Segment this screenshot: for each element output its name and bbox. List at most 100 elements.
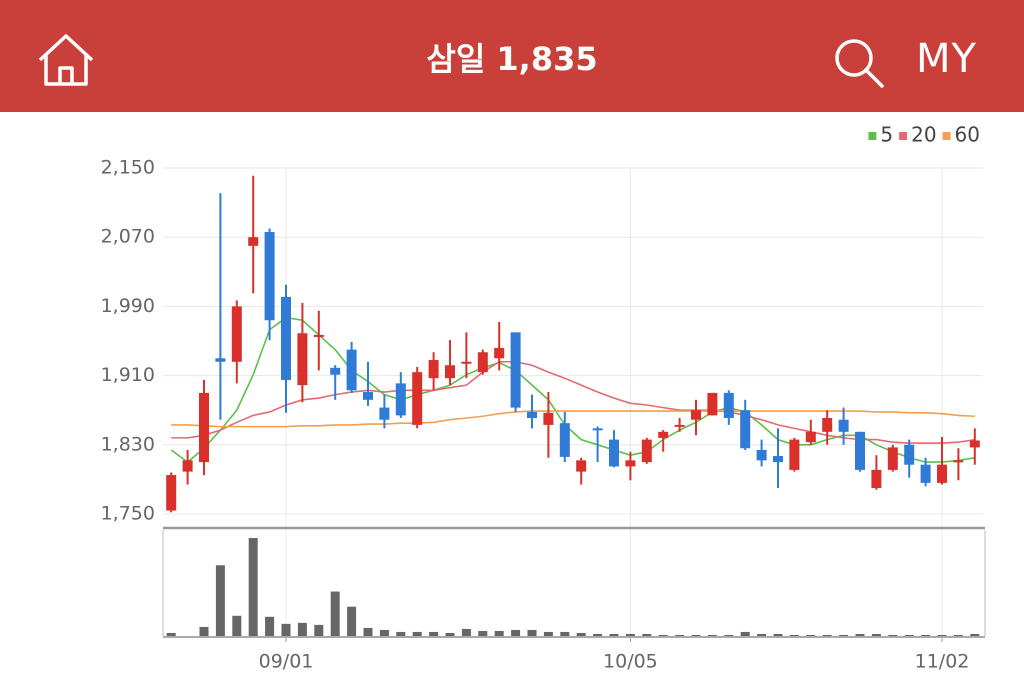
candle-body (920, 464, 931, 483)
candle-body (887, 447, 898, 470)
candle-body (494, 347, 505, 359)
volume-bar (330, 591, 340, 636)
candle-body (379, 407, 390, 420)
candle-body (248, 237, 259, 246)
candle-body (297, 333, 308, 386)
candle-body (691, 410, 701, 420)
candle-body (477, 352, 488, 373)
candle-body (773, 456, 783, 463)
volume-bar (970, 633, 980, 636)
chart: 1,750 1,830 1,910 1,990 2,070 2,150 09/01 10/05… (101, 123, 986, 673)
volume-bar (855, 633, 865, 636)
candle-body (264, 232, 275, 321)
candle-body (609, 439, 619, 467)
moving-average-line (170, 316, 975, 464)
volume-bar (232, 615, 242, 636)
volume-bar (527, 629, 537, 636)
volume-bar (658, 634, 668, 636)
legend-swatch (868, 132, 877, 140)
volume-bar (822, 634, 832, 636)
x-tick-label: 11/02 (915, 651, 970, 673)
volume-bar (248, 538, 258, 636)
volume-bar (215, 565, 225, 636)
candle-body (461, 361, 472, 364)
volume-bar (937, 634, 947, 636)
header-bar: 삼일 1,835 MY (0, 0, 1024, 112)
candle-body (559, 423, 570, 457)
volume-bar (625, 633, 635, 636)
candle-body (231, 306, 242, 362)
candle-body (182, 460, 193, 472)
volume-bar (511, 629, 521, 636)
legend-label: 60 (955, 123, 980, 147)
volume-bar (297, 622, 307, 636)
candle-body (822, 417, 833, 432)
candle-body (412, 372, 423, 425)
candle-body (953, 460, 964, 463)
x-tick-label: 09/01 (259, 651, 314, 673)
candle-body (838, 419, 849, 432)
volume-bar (560, 631, 570, 636)
candle-body (707, 392, 718, 416)
candle-body (330, 367, 341, 375)
volume-bar (757, 633, 767, 636)
legend-label: 20 (911, 123, 936, 147)
legend-label: 5 (880, 123, 893, 147)
search-icon[interactable] (832, 36, 888, 92)
candle-body (576, 460, 587, 472)
volume-bar (789, 634, 799, 636)
home-icon[interactable] (36, 32, 96, 92)
volume-bar (478, 630, 488, 636)
candle-body (166, 475, 177, 511)
volume-bar (166, 632, 176, 636)
volume-bar (953, 634, 963, 636)
volume-bar (691, 634, 701, 636)
legend-swatch (942, 132, 951, 140)
candle-body (740, 410, 751, 449)
volume-bar (593, 633, 603, 636)
y-tick-label: 2,070 (101, 226, 155, 248)
volume-bar (724, 634, 734, 636)
candle-body (428, 360, 439, 379)
candle-body (789, 439, 800, 470)
candle-body (215, 358, 226, 362)
candle-body (363, 392, 373, 400)
volume-bar (396, 631, 406, 636)
candle-body (641, 439, 652, 463)
candle-body (510, 332, 521, 408)
candle-body (281, 296, 291, 380)
y-tick-label: 1,990 (101, 295, 155, 317)
page-title: 삼일 1,835 (426, 40, 598, 78)
volume-bar (806, 634, 816, 636)
y-tick-label: 1,830 (101, 433, 155, 455)
volume-bar (675, 634, 685, 636)
candle-body (937, 464, 947, 483)
volume-bar (921, 634, 931, 636)
candle-body (543, 412, 554, 425)
volume-bar (347, 606, 357, 636)
x-tick-label: 10/05 (603, 651, 658, 673)
volume-bar (363, 627, 373, 636)
volume-bar (199, 626, 209, 636)
candle-body (346, 349, 357, 391)
volume-bar (494, 630, 504, 636)
candle-body (395, 383, 406, 416)
candle-body (625, 460, 636, 467)
legend-swatch (899, 132, 908, 140)
volume-bar (888, 634, 898, 636)
moving-average-line (171, 360, 975, 444)
y-tick-label: 2,150 (101, 157, 155, 179)
candle-body (674, 424, 685, 427)
my-button[interactable]: MY (916, 36, 977, 82)
candle-body (658, 431, 669, 438)
volume-bar (314, 624, 324, 636)
volume-bar (429, 631, 439, 636)
volume-bar (871, 633, 881, 636)
volume-bar (839, 634, 849, 636)
candle-body (756, 449, 767, 461)
y-tick-label: 1,750 (101, 503, 155, 525)
moving-average-line (171, 410, 975, 428)
candle-body (313, 334, 324, 337)
candle-body (871, 469, 882, 489)
volume-bar (707, 634, 717, 636)
